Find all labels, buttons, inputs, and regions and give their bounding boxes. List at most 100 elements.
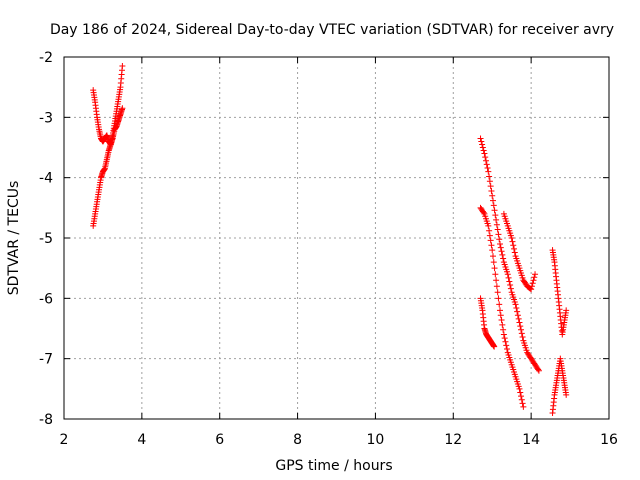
x-tick-label: 14	[522, 432, 540, 448]
data-point	[517, 389, 524, 396]
data-point	[512, 301, 519, 308]
data-point	[501, 335, 508, 342]
data-point	[563, 307, 570, 314]
data-point	[511, 249, 518, 256]
data-point	[535, 366, 542, 373]
data-point	[519, 400, 526, 407]
data-point	[477, 135, 484, 142]
x-tick-label: 16	[600, 432, 618, 448]
y-tick-label: -8	[39, 412, 53, 428]
data-point	[496, 301, 503, 308]
data-point	[485, 168, 492, 175]
data-point	[485, 222, 492, 229]
data-point	[508, 235, 515, 241]
series-late-track-e	[549, 247, 570, 338]
data-point	[491, 265, 498, 272]
data-point	[497, 307, 503, 314]
data-point	[494, 226, 501, 233]
data-point	[481, 150, 488, 157]
data-point	[504, 271, 511, 278]
data-point	[496, 236, 503, 243]
data-point	[499, 321, 506, 328]
data-point	[505, 274, 512, 281]
data-point	[482, 154, 489, 161]
data-point	[500, 326, 507, 333]
data-point	[507, 282, 514, 289]
data-point	[510, 242, 517, 249]
data-point	[502, 338, 509, 345]
data-point	[486, 173, 493, 180]
y-axis-label: SDTVAR / TECUs	[6, 181, 22, 296]
data-point	[493, 221, 500, 228]
data-point	[516, 385, 523, 392]
data-point	[518, 326, 525, 333]
series-late-track-f	[549, 355, 570, 416]
data-point	[497, 312, 504, 319]
data-point	[514, 312, 521, 319]
x-tick-label: 8	[293, 432, 302, 448]
series-late-track-c	[477, 295, 498, 350]
data-point	[483, 161, 490, 168]
data-point	[518, 393, 525, 400]
series-early-track-a	[90, 63, 126, 229]
data-point	[516, 319, 523, 326]
data-point	[504, 346, 511, 353]
data-point	[484, 165, 491, 172]
x-tick-label: 4	[137, 432, 146, 448]
series-early-track-b	[90, 87, 126, 148]
data-point	[497, 244, 504, 251]
data-point	[520, 403, 527, 410]
data-point	[491, 343, 498, 350]
data-point	[486, 232, 493, 239]
data-point	[500, 331, 507, 338]
data-point	[495, 295, 502, 302]
data-point	[498, 317, 505, 324]
data-point	[535, 367, 542, 374]
data-point	[519, 333, 526, 340]
data-point	[119, 63, 126, 70]
data-point	[486, 227, 493, 234]
data-point	[528, 283, 535, 290]
data-point	[489, 192, 496, 199]
data-point	[487, 183, 494, 190]
x-tick-label: 6	[215, 432, 224, 448]
data-point	[494, 289, 501, 296]
data-point	[479, 141, 486, 148]
data-point	[495, 231, 502, 238]
data-point	[493, 216, 500, 223]
data-point	[563, 391, 570, 398]
data-point	[493, 277, 500, 284]
data-point	[488, 242, 495, 249]
series-late-track-b	[477, 204, 527, 410]
data-point	[507, 285, 514, 292]
data-point	[489, 247, 496, 254]
data-point	[497, 241, 503, 248]
data-point	[490, 259, 497, 266]
data-point	[499, 251, 506, 258]
y-tick-label: -2	[39, 50, 53, 66]
data-point	[479, 144, 486, 151]
data-point	[491, 207, 498, 214]
data-point	[518, 396, 525, 403]
data-point	[489, 197, 496, 204]
data-point	[486, 178, 493, 185]
data-point	[517, 323, 524, 330]
data-point	[529, 280, 536, 287]
data-point	[489, 253, 496, 260]
data-point	[498, 248, 505, 255]
y-tick-label: -6	[39, 291, 53, 307]
data-point	[530, 277, 537, 284]
data-point	[490, 202, 497, 209]
data-point	[511, 245, 518, 252]
series-late-track-d	[500, 210, 539, 293]
grid	[64, 57, 609, 419]
data-point	[528, 286, 535, 293]
data-point	[478, 138, 485, 145]
data-point	[518, 330, 525, 337]
data-point	[506, 278, 513, 285]
y-tick-label: -7	[39, 352, 53, 368]
data-point	[500, 255, 507, 262]
data-point	[503, 342, 510, 349]
x-tick-label: 12	[444, 432, 462, 448]
